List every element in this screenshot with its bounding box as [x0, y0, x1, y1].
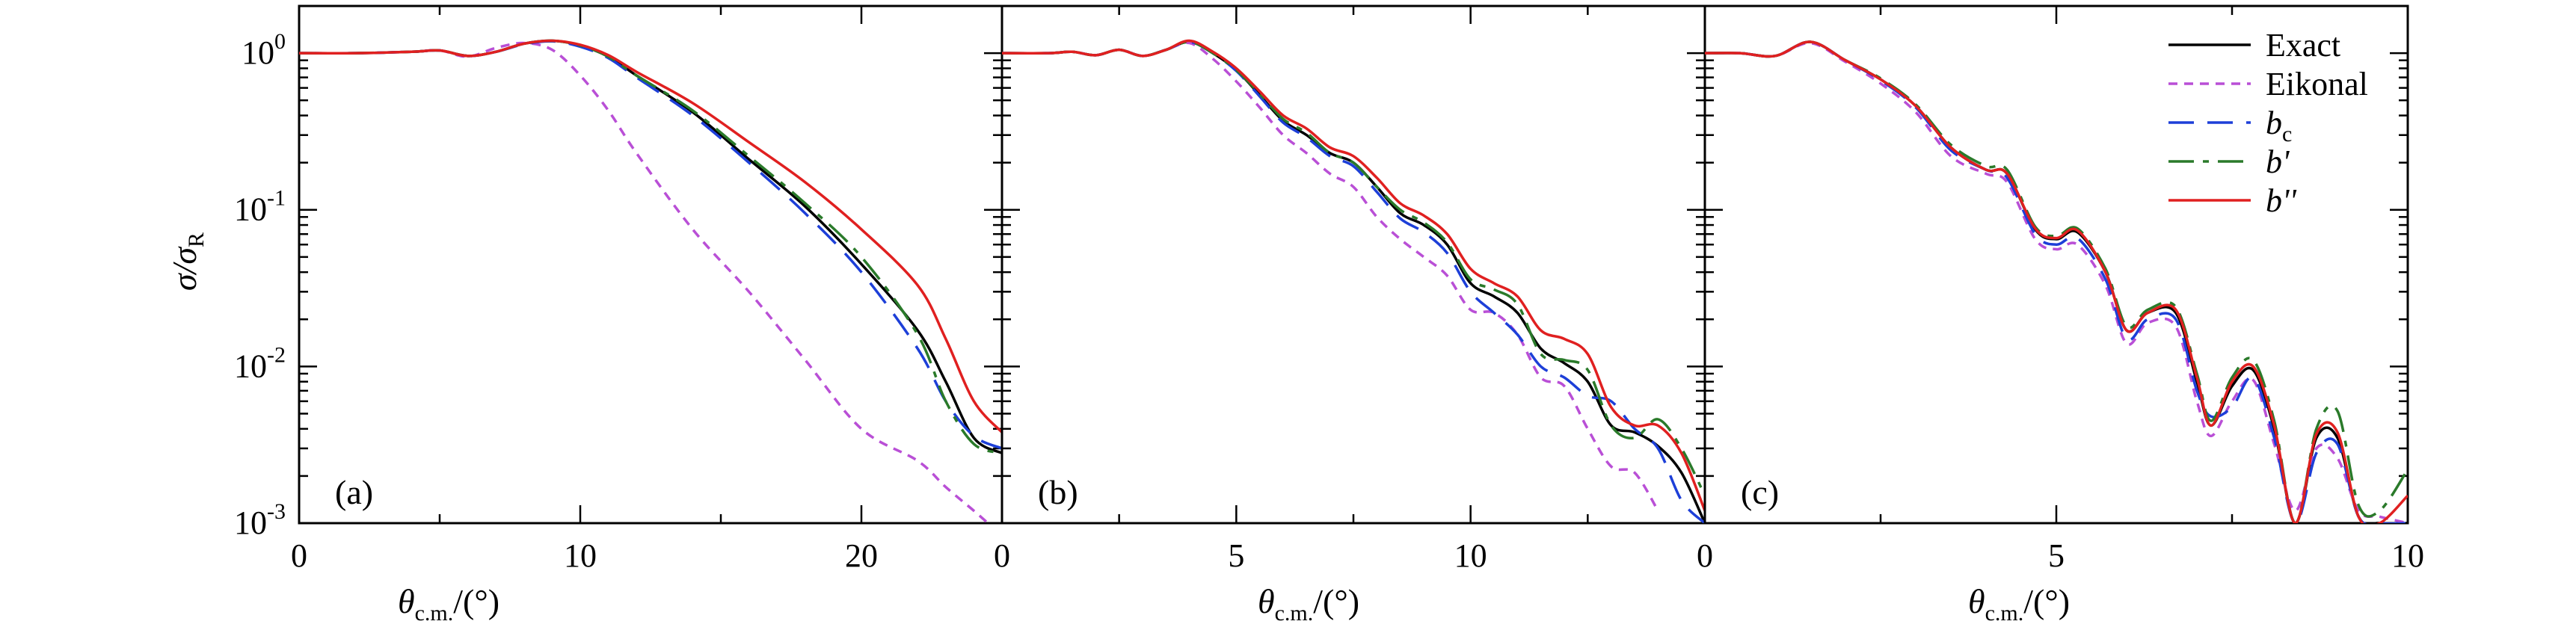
x-tick-label: 10 — [2391, 537, 2424, 574]
series-line-bp — [299, 39, 1002, 454]
series-line-eikonal — [1002, 41, 1659, 512]
x-tick-label: 20 — [845, 537, 878, 574]
legend-label: Exact — [2266, 27, 2340, 64]
legend-label: b'' — [2266, 182, 2297, 219]
series-line-b-c — [1705, 40, 2408, 523]
x-tick-label: 10 — [1454, 537, 1487, 574]
legend-label: bc — [2266, 105, 2292, 146]
panel-frame — [1000, 4, 1706, 525]
x-tick-label: 5 — [1228, 537, 1244, 574]
y-tick-label: 10-1 — [234, 186, 286, 228]
series-line-exact — [1705, 40, 2408, 523]
series-line-exact — [299, 39, 1002, 454]
x-axis-label-a: θc.m./(°) — [398, 582, 499, 626]
panel-label: (b) — [1038, 473, 1078, 511]
x-tick-label: 5 — [2048, 537, 2065, 574]
legend-label: Eikonal — [2266, 66, 2368, 102]
x-tick-label: 0 — [994, 537, 1010, 574]
series-line-bp — [1002, 40, 1705, 496]
y-axis-label: σ/σR — [165, 232, 209, 291]
panel-a: 0 10 20 100 10-1 10-2 10-3 (a) — [234, 4, 1003, 574]
legend-label: b' — [2266, 143, 2290, 180]
panel-c: 0 5 10 (c) — [1697, 4, 2424, 574]
x-tick-label: 10 — [564, 537, 597, 574]
series-line-bp — [1705, 40, 2408, 523]
y-tick-label: 10-2 — [234, 342, 286, 384]
x-tick-label: 0 — [1697, 537, 1713, 574]
series-line-bpp — [1705, 40, 2408, 523]
x-axis-label-b: θc.m./(°) — [1258, 582, 1359, 626]
panel-label: (c) — [1741, 473, 1779, 511]
series-line-bpp — [1002, 39, 1705, 512]
series-line-eikonal — [299, 41, 989, 523]
series-line-bpp — [299, 39, 1002, 433]
y-tick-label: 10-3 — [234, 499, 286, 541]
x-axis-label-c: θc.m./(°) — [1968, 582, 2070, 626]
panel-label: (a) — [335, 473, 373, 511]
x-tick-label: 0 — [291, 537, 307, 574]
panel-b: 0 5 10 (b) — [994, 4, 1706, 574]
series-line-eikonal — [1705, 41, 2408, 523]
y-tick-label: 100 — [242, 29, 286, 71]
series-line-b-c — [299, 40, 1002, 450]
